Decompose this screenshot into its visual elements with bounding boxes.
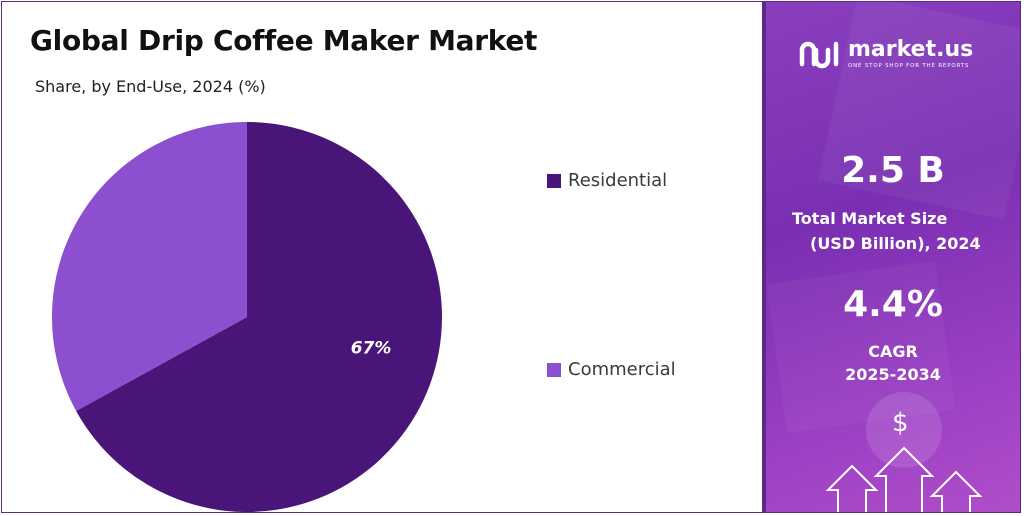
pie-slice-residential (76, 122, 443, 512)
market-size-label-line1: Total Market Size (792, 209, 948, 228)
market-size-label-line2: (USD Billion), 2024 (810, 234, 981, 253)
cagr-value: 4.4% (843, 284, 943, 325)
market-us-logo-icon (799, 41, 839, 69)
growth-arrows-icon (826, 446, 983, 512)
cagr-label-line2: 2025-2034 (845, 365, 941, 384)
cagr-label-line1: CAGR (868, 342, 918, 361)
brand-name: market.us (848, 37, 974, 62)
pie-chart-area: 67% (42, 112, 452, 512)
legend-label-residential: Residential (568, 170, 668, 191)
market-size-value: 2.5 B (841, 150, 945, 191)
legend-label-commercial: Commercial (568, 359, 676, 380)
pie-chart: 67% (52, 122, 443, 512)
pie-slice-commercial (52, 122, 248, 411)
pie-data-label-residential: 67% (351, 339, 392, 359)
summary-panel: market.us ONE STOP SHOP FOR THE REPORTS … (766, 2, 1020, 512)
panel-divider (762, 2, 766, 512)
chart-subtitle: Share, by End-Use, 2024 (%) (35, 77, 266, 96)
legend-item-commercial: Commercial (547, 359, 676, 380)
chart-legend: Residential Commercial (547, 2, 747, 512)
coin-decoration (866, 392, 942, 468)
brand-logo-block: market.us ONE STOP SHOP FOR THE REPORTS (798, 38, 973, 70)
chart-panel: Global Drip Coffee Maker Market Share, b… (2, 2, 762, 512)
legend-item-residential: Residential (547, 170, 667, 191)
chart-title: Global Drip Coffee Maker Market (30, 24, 538, 57)
legend-swatch-residential (547, 173, 561, 188)
brand-tagline: ONE STOP SHOP FOR THE REPORTS (848, 63, 970, 69)
dollar-icon: $ (892, 408, 909, 438)
legend-swatch-commercial (547, 362, 561, 377)
